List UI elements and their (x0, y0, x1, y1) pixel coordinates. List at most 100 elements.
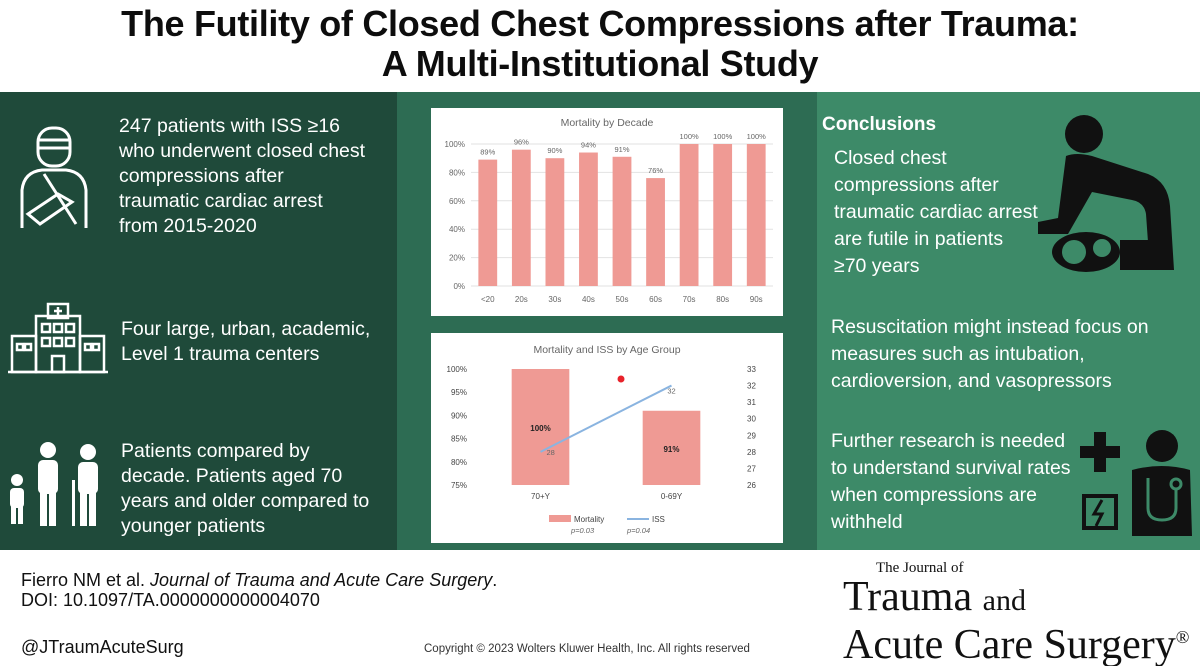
mortality-by-decade-chart: Mortality by Decade 0% 20% 40% 60% 80% 100% 89… (431, 108, 783, 316)
x-tick-label: 80s (716, 295, 729, 304)
twitter-handle[interactable]: @JTraumAcuteSurg (21, 637, 184, 657)
title-line-1: The Futility of Closed Chest Compression… (121, 3, 1079, 44)
y-tick-label: 20% (449, 254, 465, 263)
text-line: traumatic cardiac arrest (119, 190, 323, 212)
left-panel (0, 92, 397, 550)
text-line: traumatic cardiac arrest (834, 201, 1038, 223)
text-line: Level 1 trauma centers (121, 343, 320, 365)
patients-description: 247 patients with ISS ≥16 who underwent … (119, 114, 365, 239)
bar (612, 156, 632, 286)
y-tick-label: 40% (449, 225, 465, 234)
chart-title: Mortality and ISS by Age Group (533, 344, 680, 356)
bar (511, 149, 531, 286)
citation: Fierro NM et al. Journal of Trauma and A… (21, 570, 497, 591)
text-line: compressions after (119, 165, 284, 187)
mortality-iss-chart: Mortality and ISS by Age Group 75% 80% 85%… (431, 333, 783, 543)
bar (646, 178, 665, 286)
data-label: 94% (581, 141, 596, 150)
comparison-description: Patients compared by decade. Patients ag… (121, 439, 369, 539)
citation-authors: Fierro NM et al. (21, 570, 146, 590)
text-line: compressions after (834, 174, 999, 196)
text-line: Further research is needed (831, 430, 1066, 452)
p-value-mortality: p=0.03 (570, 526, 595, 535)
iss-data-label: 28 (547, 448, 555, 457)
conclusions-heading: Conclusions (822, 114, 937, 135)
text-line: Four large, urban, academic, (121, 318, 371, 340)
medical-equipment-icon (1080, 430, 1192, 536)
data-label: 90% (547, 146, 562, 155)
journal-logo-word: and (982, 584, 1026, 617)
x-tick-label: <20 (481, 295, 495, 304)
text-line: measures such as intubation, (831, 343, 1085, 365)
centers-description: Four large, urban, academic, Level 1 tra… (121, 317, 370, 367)
text-line: from 2015-2020 (119, 215, 257, 237)
text-line: decade. Patients aged 70 (121, 465, 343, 487)
data-label: 100% (680, 132, 700, 141)
copyright: Copyright © 2023 Wolters Kluwer Health, … (424, 643, 750, 655)
title-block: The Futility of Closed Chest Compression… (0, 0, 1200, 92)
data-label: 91% (614, 145, 629, 154)
bar (579, 152, 598, 286)
iss-data-label: 32 (667, 387, 675, 396)
y-left-tick-label: 100% (447, 365, 467, 374)
citation-end: . (492, 570, 498, 590)
text-line: years and older compared to (121, 490, 370, 512)
bar (679, 144, 699, 286)
bar (642, 410, 701, 485)
data-label: 96% (514, 138, 529, 147)
y-right-tick-label: 28 (747, 448, 756, 457)
mortality-iss-svg: Mortality and ISS by Age Group 75% 80% 85%… (447, 344, 757, 535)
bar-data-label: 91% (663, 445, 679, 454)
bar (478, 159, 498, 286)
significance-marker (617, 375, 625, 383)
chart-title: Mortality by Decade (561, 117, 654, 129)
conclusion-1: Closed chest compressions after traumati… (834, 145, 1038, 280)
people-ages-icon (10, 442, 98, 526)
legend-swatch-mortality (549, 515, 571, 522)
data-label: 100% (713, 132, 733, 141)
y-right-tick-label: 33 (747, 365, 756, 374)
x-tick-label: 30s (548, 295, 561, 304)
y-tick-label: 100% (445, 140, 465, 149)
y-left-tick-label: 90% (451, 411, 467, 420)
y-right-tick-label: 30 (747, 415, 756, 424)
y-left-tick-label: 85% (451, 435, 467, 444)
x-tick-label: 50s (616, 295, 629, 304)
x-tick-label: 70s (683, 295, 696, 304)
y-right-tick-label: 26 (747, 481, 756, 490)
text-line: Closed chest (834, 147, 947, 169)
journal-logo-top: The Journal of (876, 560, 964, 576)
journal-logo-line-2: Acute Care Surgery® (843, 614, 1189, 666)
y-right-tick-label: 31 (747, 398, 756, 407)
p-value-iss: p=0.04 (626, 526, 650, 535)
mortality-by-decade-svg: Mortality by Decade 0% 20% 40% 60% 80% 100% 89… (445, 117, 773, 304)
x-tick-label: 0-69Y (661, 492, 683, 501)
text-line: who underwent closed chest (119, 140, 366, 162)
text-line: Resuscitation might instead focus on (831, 316, 1149, 338)
y-right-tick-label: 29 (747, 431, 756, 440)
data-label: 76% (648, 166, 663, 175)
y-left-tick-label: 95% (451, 388, 467, 397)
y-left-tick-label: 80% (451, 458, 467, 467)
data-label: 100% (747, 132, 767, 141)
y-right-tick-label: 32 (747, 382, 756, 391)
y-tick-label: 80% (449, 168, 465, 177)
bar (713, 144, 733, 286)
text-line: cardioversion, and vasopressors (831, 370, 1112, 392)
hospital-icon (8, 302, 108, 374)
citation-journal: Journal of Trauma and Acute Care Surgery (150, 570, 493, 590)
injured-patient-icon (20, 126, 88, 228)
y-left-tick-label: 75% (451, 481, 467, 490)
conclusion-2: Resuscitation might instead focus on mea… (831, 314, 1149, 395)
y-tick-label: 0% (453, 282, 465, 291)
x-tick-label: 40s (582, 295, 595, 304)
title-line-2: A Multi-Institutional Study (381, 43, 819, 84)
doi: DOI: 10.1097/TA.0000000000004070 (21, 590, 320, 610)
x-tick-label: 70+Y (531, 492, 551, 501)
text-line: to understand survival rates (831, 457, 1071, 479)
x-tick-label: 60s (649, 295, 662, 304)
conclusion-3: Further research is needed to understand… (831, 428, 1071, 536)
text-line: ≥70 years (834, 255, 920, 277)
text-line: Patients compared by (121, 440, 310, 462)
text-line: 247 patients with ISS ≥16 (119, 115, 341, 137)
